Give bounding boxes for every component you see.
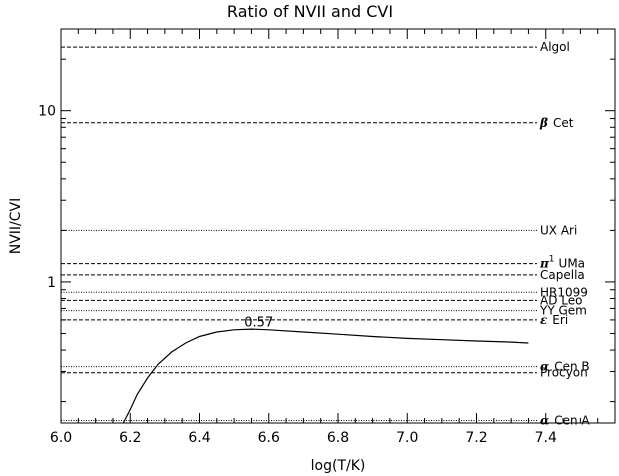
reference-line-label: HR1099: [540, 285, 588, 299]
reference-line-label: α Cen B: [540, 360, 590, 374]
x-tick-label: 6.4: [188, 430, 210, 446]
star-name: HR1099: [540, 285, 588, 299]
x-axis-label: log(T/K): [311, 458, 366, 474]
x-tick-label: 6.0: [50, 430, 72, 446]
ratio-curve: [122, 328, 529, 424]
star-name: YY Gem: [539, 304, 587, 318]
superscript: 1: [549, 255, 555, 265]
reference-line-label: UX Ari: [540, 223, 577, 237]
star-name: Eri: [552, 313, 568, 327]
reference-line-label: Procyon: [540, 366, 588, 380]
annotations: 0.57: [244, 316, 273, 331]
series-layer: [122, 328, 529, 424]
reference-line-label: AD Leo: [540, 293, 582, 307]
star-name: UMa: [559, 257, 586, 271]
x-tick-label: 7.4: [535, 430, 557, 446]
plot-frame: [60, 28, 616, 424]
chart-title: Ratio of NVII and CVI: [227, 2, 393, 21]
y-axis-ticks: 1 10: [38, 28, 615, 403]
star-name: UX Ari: [540, 223, 577, 237]
star-name: Capella: [540, 268, 585, 282]
reference-line-label: π1 UMa: [539, 255, 585, 271]
reference-line-label: Capella: [540, 268, 585, 282]
greek-prefix: π: [539, 257, 549, 271]
star-name: Cet: [553, 116, 574, 130]
greek-prefix: α: [540, 414, 549, 428]
star-name: Procyon: [540, 366, 588, 380]
reference-line-label: ε Eri: [540, 313, 568, 327]
star-name: Algol: [540, 40, 570, 54]
greek-prefix: α: [540, 360, 549, 374]
x-tick-label: 6.6: [258, 430, 280, 446]
greek-prefix: ε: [540, 313, 548, 327]
x-tick-label: 6.8: [327, 430, 349, 446]
greek-prefix: β: [539, 116, 548, 130]
y-tick-label: 10: [38, 104, 56, 120]
x-tick-label: 7.2: [465, 430, 487, 446]
star-name: Cen B: [554, 360, 589, 374]
x-tick-label: 6.2: [119, 430, 141, 446]
reference-line-label: α Cen A: [540, 414, 590, 428]
y-axis-label: NVII/CVI: [8, 198, 24, 255]
star-name: AD Leo: [540, 293, 582, 307]
y-tick-label: 1: [47, 275, 56, 291]
x-axis-ticks: 6.0 6.2 6.4 6.6 6.8 7.0 7.2 7.4: [50, 29, 599, 446]
reference-line-label: β Cet: [539, 116, 574, 130]
x-tick-label: 7.0: [396, 430, 418, 446]
reference-line-label: Algol: [540, 40, 570, 54]
star-name: Cen A: [554, 414, 590, 428]
reference-line-label: YY Gem: [539, 304, 587, 318]
peak-value-label: 0.57: [244, 316, 273, 331]
